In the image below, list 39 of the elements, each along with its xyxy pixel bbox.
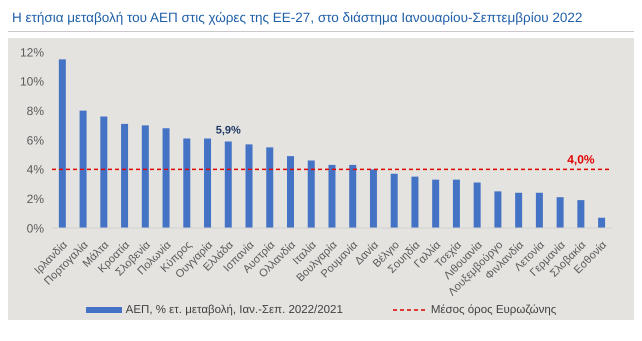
bar	[80, 110, 87, 228]
bar	[204, 138, 212, 228]
y-tick-label: 4%	[26, 162, 44, 177]
data-label: 5,9%	[216, 124, 242, 136]
bar	[349, 164, 356, 228]
bar	[536, 192, 543, 228]
y-tick-label: 10%	[20, 74, 44, 89]
bar	[474, 182, 481, 228]
y-tick-label: 8%	[26, 104, 44, 118]
bar	[515, 192, 522, 228]
bar	[308, 160, 315, 228]
bar	[411, 176, 418, 228]
bar	[100, 116, 108, 228]
y-tick-label: 2%	[26, 192, 44, 206]
bar	[224, 141, 232, 228]
y-tick-label: 12%	[20, 45, 44, 60]
bar	[370, 169, 377, 228]
bar	[494, 191, 502, 228]
bar	[577, 200, 584, 228]
annotation: 4,0%	[567, 152, 595, 166]
bar	[246, 144, 253, 228]
bar	[142, 125, 149, 228]
bar	[162, 128, 170, 228]
bar	[556, 197, 564, 228]
bar	[390, 174, 398, 228]
y-tick-label: 0%	[26, 221, 44, 236]
bar	[183, 138, 190, 228]
y-tick-label: 6%	[26, 133, 44, 148]
bar	[58, 59, 66, 228]
bar	[452, 180, 460, 228]
chart-title: Η ετήσια μεταβολή του ΑΕΠ στις χώρες της ΕΕ-27, στο διάστημα Ιανουαρίου-Σεπτεμβρίου 2022	[8, 8, 634, 32]
bar	[286, 156, 294, 228]
bar	[266, 147, 274, 228]
legend-label: ΑΕΠ, % ετ. μεταβολή, Ιαν.-Σεπ. 2022/2021	[124, 304, 343, 316]
legend-label: Μέσος όρος Ευρωζώνης	[430, 304, 556, 316]
bar	[432, 180, 440, 228]
bar	[328, 164, 336, 228]
bar	[598, 218, 606, 228]
bar	[121, 124, 128, 228]
